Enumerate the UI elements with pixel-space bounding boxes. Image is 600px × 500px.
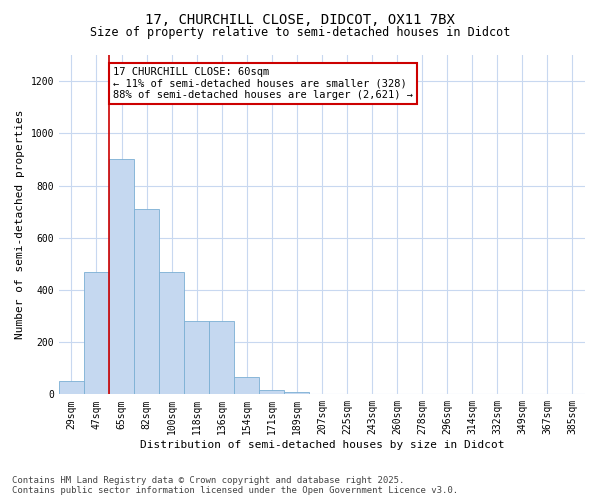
Y-axis label: Number of semi-detached properties: Number of semi-detached properties — [15, 110, 25, 340]
Text: 17, CHURCHILL CLOSE, DIDCOT, OX11 7BX: 17, CHURCHILL CLOSE, DIDCOT, OX11 7BX — [145, 12, 455, 26]
X-axis label: Distribution of semi-detached houses by size in Didcot: Distribution of semi-detached houses by … — [140, 440, 504, 450]
Bar — [209, 321, 234, 394]
Text: 17 CHURCHILL CLOSE: 60sqm
← 11% of semi-detached houses are smaller (328)
88% of: 17 CHURCHILL CLOSE: 60sqm ← 11% of semi-… — [113, 66, 413, 100]
Bar — [109, 160, 134, 394]
Bar — [234, 378, 259, 394]
Text: Contains HM Land Registry data © Crown copyright and database right 2025.
Contai: Contains HM Land Registry data © Crown c… — [12, 476, 458, 495]
Bar — [84, 272, 109, 394]
Bar — [284, 392, 310, 394]
Text: Size of property relative to semi-detached houses in Didcot: Size of property relative to semi-detach… — [90, 26, 510, 39]
Bar — [159, 272, 184, 394]
Bar — [59, 382, 84, 394]
Bar — [134, 209, 159, 394]
Bar — [184, 321, 209, 394]
Bar — [259, 390, 284, 394]
